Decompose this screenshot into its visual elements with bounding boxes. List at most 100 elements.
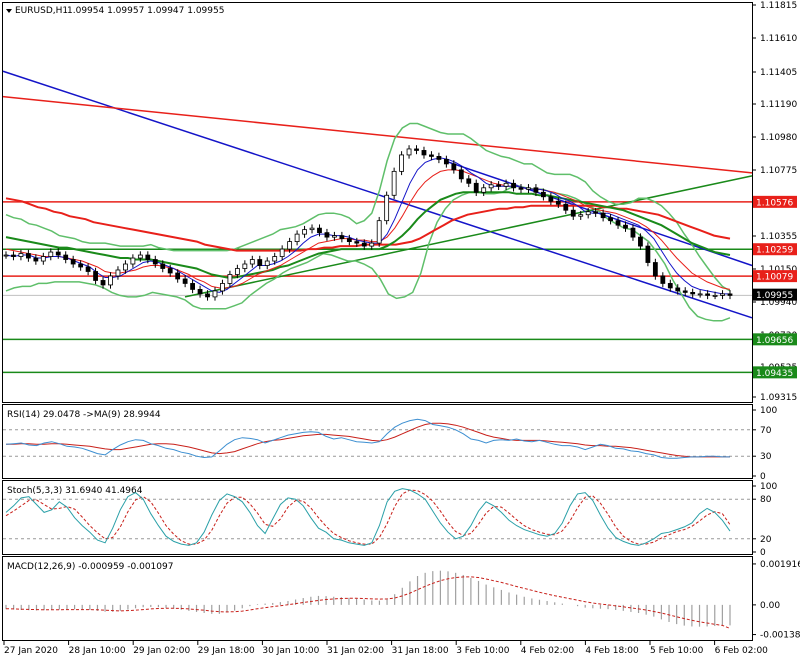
candle-body <box>406 148 412 156</box>
candle-body <box>451 163 457 171</box>
candle-body <box>85 266 91 272</box>
candle-body <box>697 293 703 296</box>
candle-body <box>70 259 76 265</box>
candle-body <box>205 293 210 298</box>
osc-tick-label: 70 <box>760 426 772 436</box>
price-label-box-4 <box>753 333 797 346</box>
price-label-2: 1.10079 <box>756 273 793 283</box>
candle-body <box>503 182 509 187</box>
candle-body <box>145 254 151 260</box>
candle-body <box>399 154 404 172</box>
candle-body <box>496 184 502 187</box>
candle-body <box>152 259 158 265</box>
candle-body <box>48 251 54 257</box>
rsi-plot <box>3 418 752 459</box>
price-label-5: 1.09435 <box>756 369 793 379</box>
macd-panel-frame <box>2 556 753 641</box>
candle-body <box>309 227 315 231</box>
price-label-box-3 <box>753 288 797 301</box>
candle-body <box>608 217 613 222</box>
candle-body <box>533 187 539 193</box>
time-tick-label: 27 Jan 2020 <box>4 646 58 656</box>
candle-body <box>615 220 621 226</box>
candle-body <box>630 227 636 238</box>
candle-body <box>190 283 195 290</box>
candle-body <box>272 256 278 262</box>
candle-body <box>63 254 69 260</box>
candle-body <box>488 184 494 189</box>
candle-body <box>33 257 39 262</box>
candle-body <box>108 275 113 286</box>
stoch-title: Stoch(5,3,3) 31.6940 41.4964 <box>7 486 143 496</box>
candle-body <box>302 229 307 235</box>
candle-body <box>55 251 61 256</box>
candle-body <box>660 275 666 284</box>
macd-plot <box>5 570 731 629</box>
osc-tick-label: 20 <box>760 535 772 545</box>
candle-body <box>354 241 360 244</box>
candle-body <box>638 236 643 247</box>
osc-tick-label: 30 <box>760 452 772 462</box>
candle-body <box>123 263 128 271</box>
candle-body <box>93 271 98 281</box>
price-tick-label: 1.09940 <box>760 298 797 308</box>
candle-body <box>137 254 143 259</box>
candle-body <box>294 233 300 242</box>
candle-body <box>160 263 166 269</box>
stoch-panel-frame <box>2 480 753 555</box>
candle-body <box>220 283 225 292</box>
macd-tick-label: -0.001389 <box>760 631 800 641</box>
time-tick-label: 4 Feb 02:00 <box>521 646 575 656</box>
candle-body <box>100 280 106 286</box>
candle-body <box>421 150 427 156</box>
price-tick-label: 1.11405 <box>760 68 797 78</box>
time-tick-label: 30 Jan 10:00 <box>262 646 319 656</box>
price-tick-label: 1.09315 <box>760 393 797 403</box>
time-tick-label: 31 Jan 18:00 <box>392 646 449 656</box>
ma-fast-line <box>5 157 730 295</box>
price-label-box-1 <box>753 243 797 256</box>
ma-slow-green-line <box>5 191 731 279</box>
candle-body <box>287 241 293 250</box>
candle-body <box>675 287 681 292</box>
candle-body <box>227 274 233 284</box>
candle-body <box>563 203 569 211</box>
price-tick-label: 1.11190 <box>760 100 797 110</box>
osc-tick-label: 80 <box>760 495 772 505</box>
price-tick-label: 1.11610 <box>760 34 797 44</box>
candle-body <box>541 191 546 198</box>
price-label-box-2 <box>753 270 797 283</box>
header-ohlc: 1.09954 1.09957 1.09947 1.09955 <box>67 6 224 16</box>
price-axis: 1.11815 1.11610 1.11405 1.11190 1.10980 1.107… <box>752 1 800 641</box>
candle-body <box>720 293 725 296</box>
candle-body <box>376 220 382 244</box>
candle-body <box>473 182 479 193</box>
candle-body <box>436 156 442 160</box>
candle-body <box>18 253 24 257</box>
candle-body <box>234 268 240 275</box>
price-tick-label: 1.10150 <box>760 265 797 275</box>
candle-body <box>578 214 584 217</box>
candle-body <box>346 238 352 243</box>
rsi-title: RSI(14) 29.0478 ->MA(9) 28.9944 <box>7 410 161 420</box>
candle-body <box>429 154 434 157</box>
main-plot <box>2 70 753 374</box>
bollinger-upper-line <box>5 122 731 292</box>
dropdown-triangle-icon[interactable] <box>6 9 12 13</box>
candle-body <box>600 212 606 219</box>
candle-body <box>593 211 599 214</box>
candle-body <box>257 259 263 266</box>
time-tick-label: 6 Feb 02:00 <box>715 646 769 656</box>
candle-body <box>727 293 733 296</box>
header-symbol: EURUSD,H1 <box>15 6 68 16</box>
candle-body <box>458 169 464 180</box>
price-tick-label: 1.10775 <box>760 166 797 176</box>
candle-body <box>712 294 718 297</box>
candle-body <box>182 278 188 284</box>
candle-body <box>317 227 322 234</box>
stoch-plot <box>3 488 752 546</box>
price-label-1: 1.10259 <box>756 246 793 256</box>
time-tick-label: 31 Jan 02:00 <box>327 646 384 656</box>
stoch-main-line <box>5 488 731 546</box>
